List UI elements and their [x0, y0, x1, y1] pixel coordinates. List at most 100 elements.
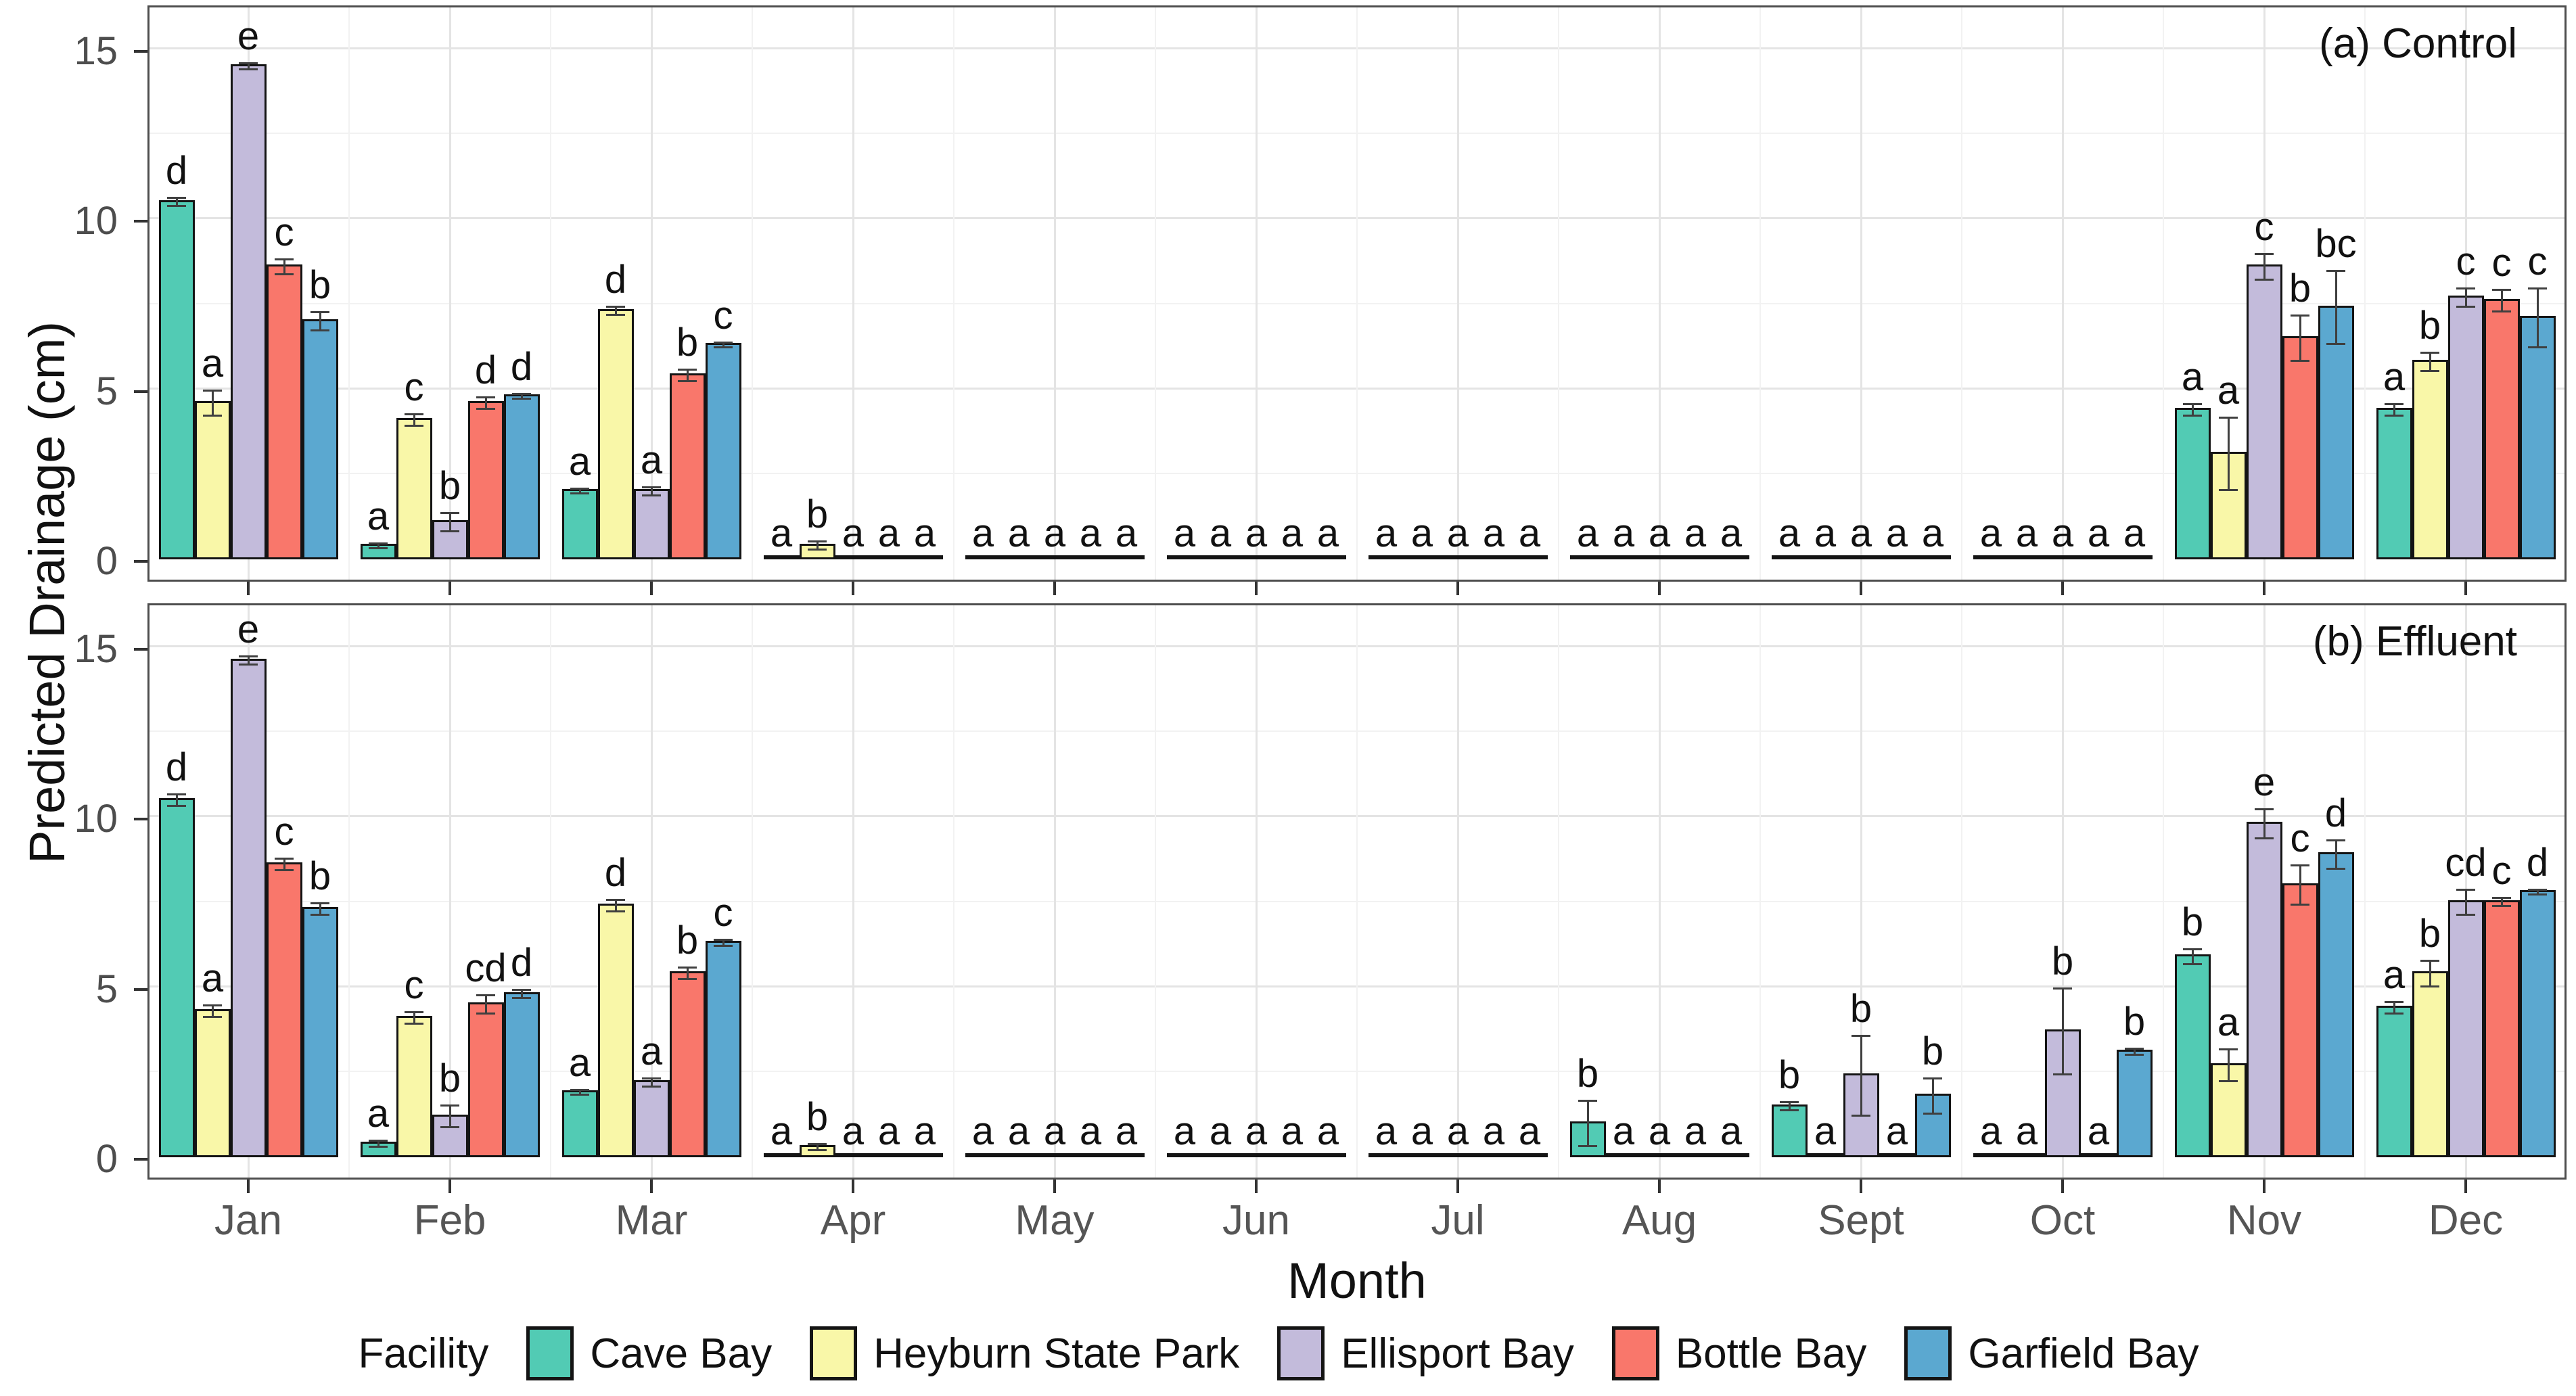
error-bar-cap-bottom — [1578, 1144, 1597, 1147]
bar-sept-bottle-bay — [1879, 555, 1915, 559]
error-bar-cap-top — [1852, 1034, 1870, 1037]
bar-may-bottle-bay — [1072, 555, 1109, 559]
error-bar-line — [2429, 352, 2431, 373]
error-bar-cap-bottom — [310, 329, 329, 331]
bar-jul-heyburn-state-park — [1404, 1153, 1440, 1157]
bar-oct-cave-bay — [1973, 1153, 2009, 1157]
gridline-minor-v — [1558, 605, 1559, 1178]
gridline-minor-v — [348, 605, 350, 1178]
error-bar-cap-bottom — [2255, 837, 2274, 839]
bar-may-heyburn-state-park — [1001, 555, 1037, 559]
x-axis-tick — [2464, 1180, 2467, 1193]
bar-mar-heyburn-state-park — [597, 903, 634, 1157]
gridline-major-v — [1053, 7, 1056, 580]
bar-jan-cave-bay — [158, 200, 195, 559]
error-bar-cap-bottom — [1923, 1113, 1942, 1115]
month-label-may: May — [1015, 1197, 1095, 1244]
bar-jul-garfield-bay — [1511, 1153, 1548, 1157]
error-bar-line — [2191, 402, 2194, 417]
error-bar-cap-bottom — [2326, 343, 2345, 346]
gridline-minor-v — [348, 7, 350, 580]
error-bar-cap-top — [405, 1010, 423, 1013]
significance-letter: a — [1518, 511, 1541, 555]
error-bar-cap-top — [642, 1077, 661, 1079]
significance-letter: a — [1375, 511, 1398, 555]
error-bar-cap-top — [570, 488, 589, 490]
error-bar — [167, 197, 186, 208]
bar-nov-bottle-bay — [2282, 336, 2318, 559]
bar-aug-bottle-bay — [1677, 1153, 1714, 1157]
significance-letter: a — [2181, 354, 2204, 399]
error-bar-line — [2334, 270, 2337, 346]
x-axis-tick — [1658, 1180, 1661, 1193]
bar-mar-bottle-bay — [669, 373, 706, 559]
bar-jan-garfield-bay — [302, 906, 338, 1157]
x-axis-tick — [1255, 1180, 1258, 1193]
error-bar-line — [2061, 987, 2064, 1076]
significance-letter: c — [713, 891, 733, 935]
error-bar-line — [686, 967, 689, 981]
bar-jun-ellisport-bay — [1238, 555, 1274, 559]
error-bar-cap-bottom — [2528, 346, 2547, 349]
bar-aug-garfield-bay — [1713, 555, 1749, 559]
month-label-nov: Nov — [2226, 1197, 2302, 1244]
significance-letter: bc — [2315, 222, 2357, 266]
bar-oct-ellisport-bay — [2044, 555, 2081, 559]
error-bar — [440, 1104, 459, 1129]
significance-letter: c — [2527, 239, 2548, 283]
x-axis-tick — [247, 1180, 250, 1193]
significance-letter: a — [1979, 1109, 2002, 1153]
error-bar-line — [2464, 287, 2467, 308]
bar-oct-bottle-bay — [2080, 555, 2117, 559]
error-bar-cap-bottom — [2326, 867, 2345, 870]
bar-mar-ellisport-bay — [633, 489, 670, 559]
bar-jul-garfield-bay — [1511, 555, 1548, 559]
error-bar — [2326, 270, 2345, 346]
bar-apr-bottle-bay — [871, 555, 907, 559]
gridline-minor-v — [550, 7, 551, 580]
error-bar — [2456, 888, 2475, 916]
error-bar-cap-top — [440, 1104, 459, 1107]
error-bar-line — [2191, 948, 2194, 965]
gridline-minor-v — [2364, 605, 2366, 1178]
error-bar-cap-top — [2291, 864, 2309, 867]
error-bar — [2385, 1000, 2404, 1015]
bar-may-ellisport-bay — [1036, 1153, 1073, 1157]
bar-jan-bottle-bay — [266, 862, 302, 1157]
gridline-major-v — [650, 7, 653, 580]
legend-label-bottle-bay: Bottle Bay — [1675, 1330, 1867, 1377]
gridline-minor-v — [1760, 605, 1761, 1178]
gridline-major-v — [1255, 605, 1258, 1178]
gridline-major-v — [448, 605, 451, 1178]
error-bar-line — [484, 396, 487, 410]
error-bar-line — [413, 413, 415, 427]
error-bar-line — [816, 1142, 819, 1151]
bar-aug-garfield-bay — [1713, 1153, 1749, 1157]
gridline-minor-v — [1961, 7, 1962, 580]
error-bar-cap-bottom — [2492, 310, 2511, 313]
significance-letter: d — [510, 941, 533, 985]
y-axis-tick — [134, 49, 147, 53]
bar-jul-cave-bay — [1368, 1153, 1404, 1157]
error-bar-cap-top — [1578, 1099, 1597, 1102]
error-bar-cap-top — [714, 342, 733, 344]
error-bar-cap-top — [2385, 402, 2404, 405]
error-bar-line — [1860, 1034, 1862, 1117]
error-bar — [2528, 287, 2547, 349]
significance-letter: a — [1921, 511, 1944, 555]
error-bar-cap-bottom — [1852, 1114, 1870, 1117]
error-bar-cap-bottom — [2492, 905, 2511, 908]
bar-dec-bottle-bay — [2483, 900, 2520, 1157]
bar-aug-ellisport-bay — [1641, 1153, 1678, 1157]
bar-sept-heyburn-state-park — [1807, 1153, 1843, 1157]
y-axis-tick — [134, 987, 147, 991]
error-bar — [2385, 402, 2404, 417]
error-bar — [714, 342, 733, 349]
bar-mar-garfield-bay — [705, 343, 741, 559]
legend-entry-ellisport-bay: Ellisport Bay — [1277, 1326, 1574, 1380]
x-axis-tick — [2263, 582, 2266, 595]
gridline-major-v — [1456, 7, 1459, 580]
bar-apr-ellisport-bay — [835, 555, 871, 559]
error-bar-line — [283, 258, 285, 275]
bar-dec-garfield-bay — [2519, 315, 2556, 559]
